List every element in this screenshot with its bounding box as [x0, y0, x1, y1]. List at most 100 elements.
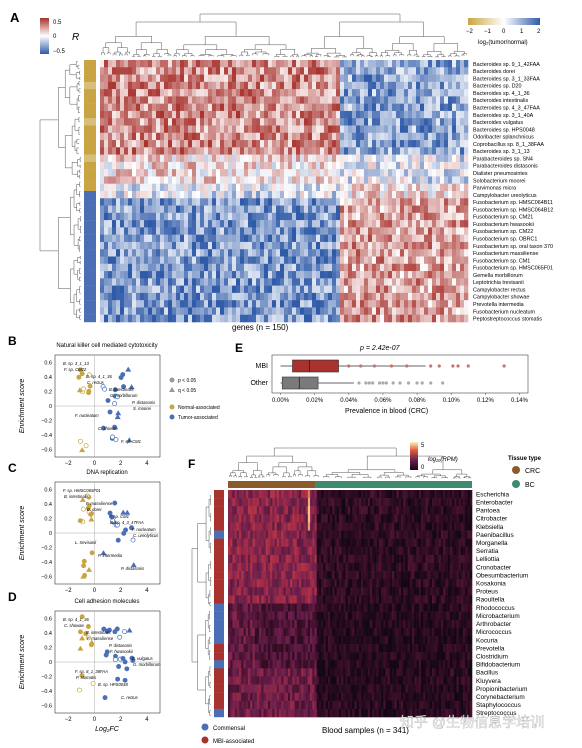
heatmap-cell [444, 227, 449, 235]
heatmap-cell [216, 198, 221, 206]
heatmap-cell [325, 490, 329, 499]
heatmap-cell [176, 161, 181, 170]
heatmap-cell [256, 212, 261, 221]
heatmap-cell [447, 490, 451, 499]
heatmap-cell [387, 498, 391, 507]
heatmap-cell [444, 234, 449, 243]
dendrogram-branch [208, 671, 210, 686]
dendrogram-branch [238, 476, 242, 478]
heatmap-cell [408, 205, 413, 214]
heatmap-cell [252, 118, 257, 126]
heatmap-cell [420, 176, 425, 185]
heatmap-cell [164, 278, 169, 286]
heatmap-cell [392, 154, 397, 163]
heatmap-cell [340, 132, 345, 141]
heatmap-cell [388, 191, 393, 199]
point-label: B. intestinalis [64, 494, 90, 499]
heatmap-cell [164, 263, 169, 272]
heatmap-cell [256, 132, 261, 141]
heatmap-cell [460, 498, 464, 507]
dendrogram-branch [64, 135, 73, 169]
heatmap-cell [316, 241, 321, 250]
heatmap-cell [338, 506, 342, 515]
x-tick-label: 2 [119, 588, 123, 594]
heatmap-cell [368, 191, 373, 199]
y-tick-label: 0 [49, 404, 52, 410]
heatmap-cell [276, 498, 280, 507]
heatmap-cell [120, 176, 125, 185]
heatmap-cell [268, 161, 273, 170]
heatmap-cell [334, 506, 337, 515]
heatmap-cell [124, 191, 129, 199]
heatmap-cell [292, 191, 297, 199]
heatmap-cell [368, 67, 373, 75]
heatmap-cell [372, 60, 377, 68]
heatmap-cell [212, 241, 217, 250]
heatmap-cell [465, 530, 468, 539]
dendrogram-branch [77, 170, 80, 177]
heatmap-cell [394, 490, 397, 499]
heatmap-cell [320, 161, 325, 170]
row-label: Bacteroides sp. 3_1_13 [473, 149, 530, 155]
heatmap-cell [325, 522, 329, 531]
heatmap-cell [428, 205, 433, 214]
heatmap-cell [400, 110, 405, 119]
dendrogram-branch [261, 476, 265, 478]
heatmap-cell [432, 506, 435, 515]
dendrogram-branch [205, 676, 209, 705]
heatmap-cell [263, 490, 267, 499]
heatmap-cell [234, 554, 238, 564]
heatmap-cell [228, 74, 233, 83]
annotation-cell [84, 110, 96, 119]
heatmap-cell [368, 118, 373, 126]
heatmap-cell [303, 522, 306, 531]
heatmap-cell [164, 81, 169, 90]
heatmap-cell [456, 110, 461, 119]
heatmap-cell [469, 498, 473, 507]
heatmap-cell [276, 241, 281, 250]
heatmap-cell [128, 118, 133, 126]
dendrogram-branch [205, 506, 210, 541]
heatmap-cell [376, 285, 381, 294]
heatmap-cell [352, 81, 357, 90]
heatmap-cell [220, 278, 225, 286]
annotation-cell [84, 74, 96, 83]
heatmap-cell [180, 154, 185, 163]
heatmap-cell [344, 292, 349, 301]
heatmap-cell [292, 292, 297, 301]
heatmap-cell [116, 140, 121, 148]
heatmap-cell [260, 300, 265, 308]
heatmap-cell [236, 285, 241, 294]
heatmap-cell [360, 191, 365, 199]
heatmap-cell [292, 514, 295, 523]
heatmap-cell [452, 118, 457, 126]
heatmap-cell [184, 220, 189, 228]
category-cell [214, 530, 224, 539]
heatmap-cell [172, 60, 177, 68]
outlier-point [466, 364, 470, 368]
heatmap-cell [460, 538, 464, 548]
heatmap-cell [432, 67, 437, 75]
heatmap-cell [412, 263, 417, 272]
heatmap-cell [327, 522, 331, 531]
heatmap-cell [244, 183, 249, 192]
heatmap-cell [116, 249, 121, 257]
heatmap-cell [388, 292, 393, 301]
heatmap-cell [380, 96, 385, 104]
heatmap-cell [463, 506, 466, 515]
heatmap-cell [196, 96, 201, 104]
heatmap-cell [401, 490, 404, 499]
heatmap-cell [264, 154, 269, 163]
heatmap-cell [320, 132, 325, 141]
heatmap-cell [403, 530, 406, 539]
heatmap-cell [232, 530, 235, 539]
heatmap-cell [364, 314, 369, 323]
heatmap-cell [260, 212, 265, 221]
colorbar-r-label: R [72, 32, 79, 43]
heatmap-cell [156, 307, 161, 316]
heatmap-cell [116, 220, 121, 228]
heatmap-cell [240, 147, 245, 155]
heatmap-cell [288, 271, 293, 279]
heatmap-cell [316, 74, 321, 83]
heatmap-cell [456, 271, 461, 279]
